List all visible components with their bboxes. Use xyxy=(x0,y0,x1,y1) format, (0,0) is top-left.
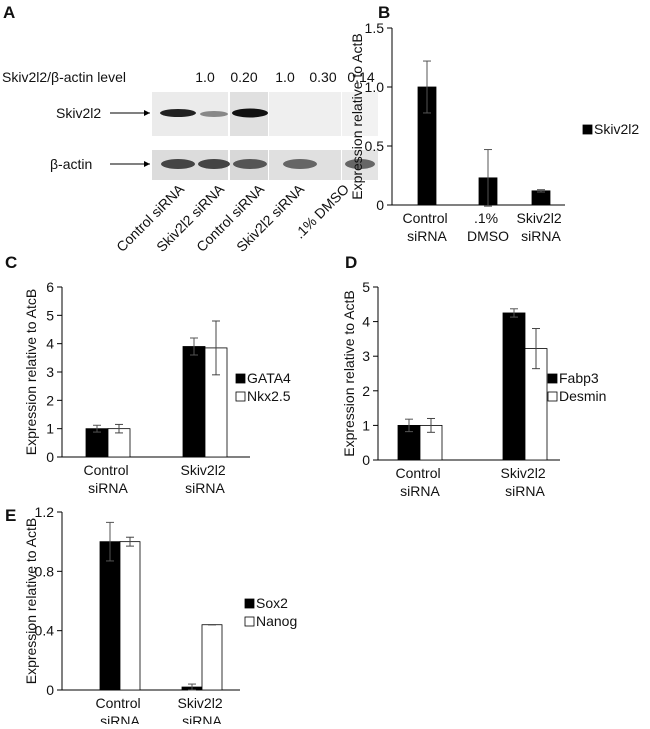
y-tick-label: 6 xyxy=(46,279,54,295)
row-label: Skiv2l2 xyxy=(56,105,101,121)
y-tick-label: 1.2 xyxy=(35,504,55,520)
y-tick-label: 1.5 xyxy=(365,20,385,36)
panel-label: B xyxy=(378,3,390,22)
y-tick-label: 2 xyxy=(362,383,370,399)
x-tick-label: Control siRNA xyxy=(83,462,132,496)
y-tick-label: 0 xyxy=(46,682,54,698)
bar xyxy=(119,541,141,691)
level-value: 0.30 xyxy=(309,69,336,85)
y-tick-label: 0.5 xyxy=(365,138,385,154)
error-bar xyxy=(190,337,198,356)
y-tick-label: 1 xyxy=(362,417,370,433)
y-axis-label: Expression relative to ActB xyxy=(341,290,357,457)
blot-image xyxy=(110,92,378,180)
level-value: 1.0 xyxy=(275,69,295,85)
legend-swatch xyxy=(235,373,246,384)
y-axis-label: Expression relative to AtcB xyxy=(23,289,39,456)
error-bar xyxy=(423,60,431,114)
error-bar xyxy=(484,149,492,207)
y-tick-label: 0 xyxy=(362,452,370,468)
lane-label: Control siRNA xyxy=(113,180,187,254)
y-tick-label: 1.0 xyxy=(365,79,385,95)
y-tick-label: 4 xyxy=(46,336,54,352)
legend-swatch xyxy=(244,598,255,609)
y-axis-label: Expression relative to ActB xyxy=(349,33,365,200)
legend-label: Skiv2l2 xyxy=(594,121,639,137)
error-bar xyxy=(427,417,435,433)
error-bar xyxy=(106,521,114,562)
x-tick-label: Skiv2l2 siRNA xyxy=(500,465,549,499)
x-tick-label: Skiv2l2 siRNA xyxy=(177,695,226,724)
panel-label: A xyxy=(3,3,15,22)
x-tick-label: Control siRNA xyxy=(395,465,444,499)
level-label: Skiv2l2/β-actin level xyxy=(2,69,126,85)
y-tick-label: 5 xyxy=(46,307,54,323)
legend-label: Nkx2.5 xyxy=(247,388,291,404)
x-tick-label: Skiv2l2 siRNA xyxy=(180,462,229,496)
legend-label: Sox2 xyxy=(256,595,288,611)
y-axis-label: Expression relative to ActB xyxy=(23,518,39,685)
legend-swatch xyxy=(235,391,246,402)
error-bar xyxy=(405,418,413,433)
error-bar xyxy=(115,423,123,434)
bar xyxy=(201,624,223,691)
error-bar xyxy=(537,189,545,193)
panel-label: C xyxy=(5,253,17,272)
error-bar xyxy=(126,536,134,547)
legend-swatch xyxy=(547,391,558,402)
y-tick-label: 3 xyxy=(362,348,370,364)
y-tick-label: 0 xyxy=(376,197,384,213)
bar xyxy=(502,312,526,461)
legend-label: Fabp3 xyxy=(559,370,599,386)
bar xyxy=(85,428,109,458)
y-tick-label: 0.4 xyxy=(35,623,55,639)
y-tick-label: 2 xyxy=(46,392,54,408)
y-tick-label: 0.8 xyxy=(35,563,55,579)
legend-label: Nanog xyxy=(256,613,297,629)
panel-label: D xyxy=(345,253,357,272)
x-tick-label: Skiv2l2 siRNA xyxy=(516,210,565,244)
legend-label: GATA4 xyxy=(247,370,291,386)
level-value: 0.20 xyxy=(230,69,257,85)
legend-swatch xyxy=(244,616,255,627)
legend-swatch xyxy=(547,373,558,384)
panel-label: E xyxy=(5,506,16,525)
bar xyxy=(182,346,206,458)
row-label: β-actin xyxy=(50,156,92,172)
level-value: 1.0 xyxy=(195,69,215,85)
error-bar xyxy=(510,308,518,318)
y-tick-label: 0 xyxy=(46,449,54,465)
x-tick-label: Control siRNA xyxy=(402,210,451,244)
y-tick-label: 5 xyxy=(362,279,370,295)
legend-label: Desmin xyxy=(559,388,606,404)
y-tick-label: 4 xyxy=(362,314,370,330)
x-tick-label: Control siRNA xyxy=(95,695,144,724)
y-tick-label: 1 xyxy=(46,421,54,437)
bar xyxy=(99,541,121,691)
error-bar xyxy=(212,320,220,376)
bar xyxy=(531,190,551,206)
y-tick-label: 3 xyxy=(46,364,54,380)
level-value: 0.14 xyxy=(347,69,374,85)
x-tick-label: .1% DMSO xyxy=(467,210,509,244)
error-bar xyxy=(188,683,196,691)
error-bar xyxy=(93,424,101,433)
legend-swatch xyxy=(582,124,593,135)
error-bar xyxy=(532,328,540,370)
